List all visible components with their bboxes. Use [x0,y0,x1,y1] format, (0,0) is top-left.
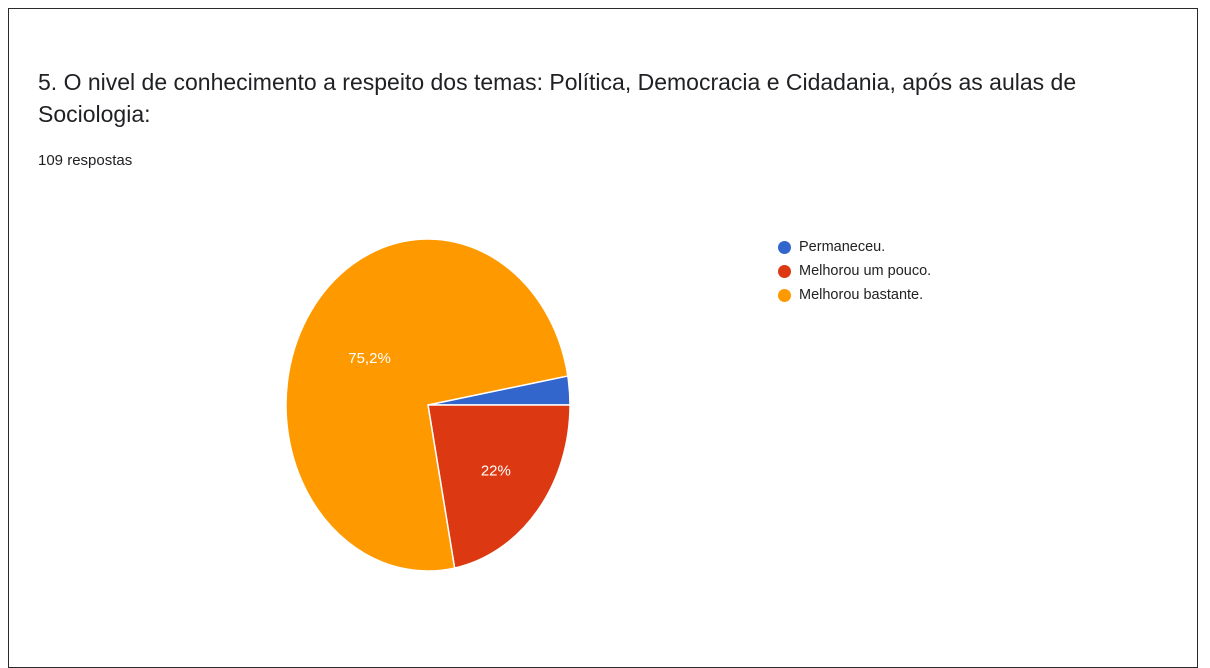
legend-label-melhorou-um-pouco: Melhorou um pouco. [799,263,932,279]
legend-item-melhorou-um-pouco[interactable]: Melhorou um pouco. [778,259,931,283]
question-title: 5. O nivel de conhecimento a respeito do… [38,69,1077,127]
legend-item-melhorou-bastante[interactable]: Melhorou bastante. [778,283,931,307]
pie-data-label-melhorou-um-pouco: 22% [481,463,511,480]
pie-slice-melhorou-um-pouco[interactable] [427,404,571,569]
pie-data-label-melhorou-bastante: 75,2% [348,350,391,367]
pie-slices [285,238,571,572]
legend-swatch-melhorou-bastante [778,288,791,302]
pie-slice-melhorou-bastante[interactable] [285,238,569,572]
legend-label-melhorou-bastante: Melhorou bastante. [799,287,924,303]
legend-item-permaneceu[interactable]: Permaneceu. [778,235,931,259]
chart-legend: Permaneceu. Melhorou um pouco. Melhorou … [778,235,931,307]
legend-swatch-permaneceu [778,240,791,254]
pie-chart: 22% 75,2% [285,238,571,572]
chart-card [8,8,1198,668]
legend-swatch-melhorou-um-pouco [778,264,791,278]
pie-data-labels: 22% 75,2% [348,350,511,480]
legend-label-permaneceu: Permaneceu. [799,239,886,255]
response-count: 109 respostas [38,152,133,169]
